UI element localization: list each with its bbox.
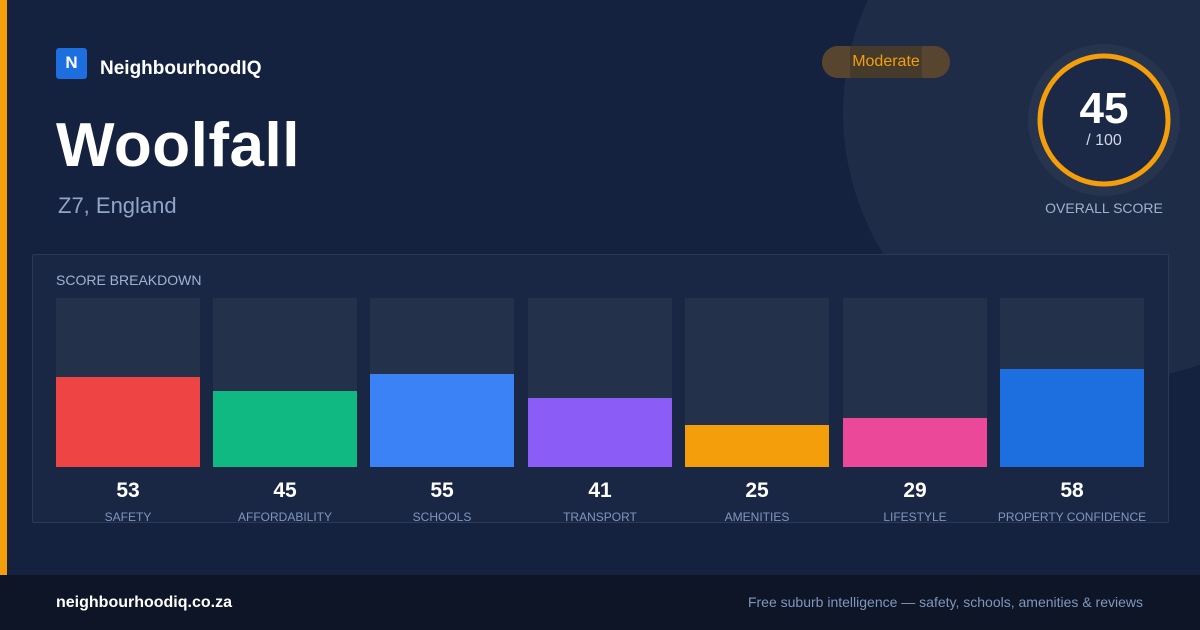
bar-fill [843,418,987,467]
overall-score-label: OVERALL SCORE [1045,200,1163,216]
score-ring-svg [1037,53,1171,187]
breakdown-column: 55 SCHOOLS [370,298,514,524]
bar-value: 41 [588,479,612,502]
overall-score-max: / 100 [1086,132,1122,149]
brand-logo-icon: N [56,47,87,79]
bar-track [1000,298,1144,467]
bar-track [370,298,514,467]
score-breakdown: SCORE BREAKDOWN 53 SAFETY 45 AFFORDABILITY 5… [32,254,1169,524]
bar-value: 29 [903,479,927,502]
bar-label: LIFESTYLE [883,510,947,524]
bar-value: 25 [745,479,769,502]
bar-fill [528,398,672,467]
breakdown-column: 53 SAFETY [56,298,200,524]
breakdown-column: 58 PROPERTY CONFIDENCE [998,298,1146,524]
footer-tagline: Free suburb intelligence — safety, schoo… [747,594,1143,610]
brand-name: NeighbourhoodIQ [100,58,262,79]
bar-value: 55 [430,479,454,502]
overall-score-value: 45 [1079,84,1129,133]
suburb-location: Z7, England [58,193,177,218]
score-ring-inner [1040,56,1168,184]
bar-track [843,298,987,467]
bar-label: PROPERTY CONFIDENCE [997,510,1147,524]
bar-fill [685,425,829,467]
bar-label: SAFETY [104,510,152,524]
bar-track [685,298,829,467]
bar-label: AMENITIES [724,510,790,524]
suburb-title: Woolfall [56,111,300,180]
bar-value: 53 [116,479,140,502]
accent-stripe [0,0,7,575]
bar-label: SCHOOLS [412,510,472,524]
bar-label: AFFORDABILITY [237,510,332,524]
bar-track [213,298,357,467]
rating-badge: Moderate [822,46,950,78]
bar-track [528,298,672,467]
score-ring-progress [1037,53,1171,187]
bar-value: 45 [273,479,297,502]
bar-track [56,298,200,467]
breakdown-title: SCORE BREAKDOWN [56,272,202,288]
brand[interactable]: N NeighbourhoodIQ [56,46,261,80]
rating-badge-label: Moderate [852,53,920,70]
breakdown-column: 41 TRANSPORT [528,298,672,524]
bar-fill [370,374,514,467]
bar-label: TRANSPORT [563,510,637,524]
bar-fill [1000,369,1144,467]
bar-fill [56,377,200,467]
breakdown-column: 25 AMENITIES [685,298,829,524]
footer: neighbourhoodiq.co.za Free suburb intell… [0,575,1200,630]
bar-value: 58 [1060,479,1084,502]
footer-url-link[interactable]: neighbourhoodiq.co.za [56,594,232,611]
bar-fill [213,391,357,467]
overall-score-ring [1028,44,1180,196]
breakdown-column: 45 AFFORDABILITY [213,298,357,524]
breakdown-column: 29 LIFESTYLE [843,298,987,524]
